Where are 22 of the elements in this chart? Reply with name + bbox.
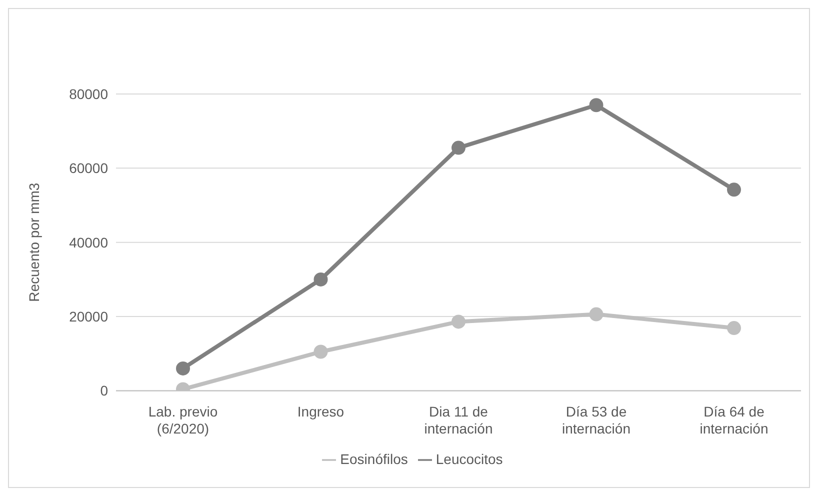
- legend-label: Leucocitos: [436, 450, 503, 467]
- x-tick-label: Día 64 de internación: [700, 404, 768, 437]
- point: [727, 321, 741, 336]
- y-axis-title: Recuento por mm3: [26, 182, 42, 302]
- y-tick-label: 20000: [69, 308, 108, 324]
- y-tick-label: 40000: [69, 234, 108, 250]
- point: [452, 140, 466, 155]
- point: [314, 272, 328, 286]
- x-tick-label: Lab. previo (6/2020): [148, 404, 218, 437]
- y-tick-label: 60000: [69, 160, 108, 176]
- point: [727, 182, 741, 197]
- point: [314, 344, 328, 359]
- point: [176, 361, 190, 376]
- x-tick-label: Ingreso: [297, 404, 344, 420]
- legend-label: Eosinófilos: [340, 450, 408, 467]
- x-tick-label: Día 53 de internación: [562, 404, 630, 437]
- point: [589, 98, 604, 112]
- point: [452, 314, 466, 329]
- point: [589, 307, 604, 322]
- y-tick-label: 0: [100, 382, 108, 399]
- x-tick-label: Dia 11 de internación: [424, 404, 493, 437]
- y-tick-label: 80000: [69, 86, 108, 102]
